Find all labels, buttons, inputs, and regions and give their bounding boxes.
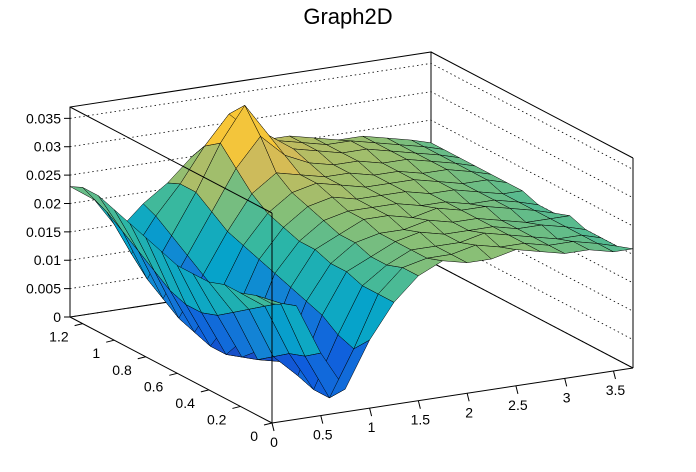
y-tick-label: 0 [250,428,258,444]
y-tick-mark [200,389,209,393]
z-tick-label: 0 [53,309,61,325]
left-bottom-edge [69,316,273,424]
front-bottom-edge [271,367,634,424]
x-tick-mark [564,378,568,387]
z-gridline [69,62,634,170]
x-tick-mark [320,415,324,424]
z-tick-label: 0.015 [26,224,61,240]
y-tick-mark [137,356,146,360]
right-bottom-edge [430,261,634,369]
front-top-left-edge [69,106,273,214]
right-top-edge [430,51,634,159]
x-tick-mark [369,408,373,417]
x-tick-label: 3.5 [606,382,626,398]
x-tick-mark [271,422,275,432]
z-gridline [69,91,634,199]
y-tick-mark [263,422,273,426]
surface-patch [597,243,634,253]
y-tick-mark [232,405,241,409]
y-tick-mark [169,372,178,376]
z-tick-label: 0.02 [34,195,61,211]
x-tick-mark [613,370,616,380]
y-tick-label: 0.8 [112,362,132,378]
z-gridline [69,119,634,227]
x-tick-label: 0.5 [313,427,333,443]
y-tick-label: 0.4 [175,395,195,411]
y-tick-mark [106,339,115,343]
chart-title: Graph2D [303,4,393,29]
x-tick-mark [417,400,421,409]
x-tick-label: 2.5 [508,397,528,413]
y-tick-label: 0.6 [144,378,164,394]
z-tick-label: 0.005 [26,281,61,297]
y-tick-label: 0.2 [207,411,227,427]
x-tick-mark [466,393,470,402]
z-tick-label: 0.025 [26,167,61,183]
x-tick-mark [515,385,519,394]
y-tick-mark [74,323,83,327]
z-tick-label: 0.01 [34,252,61,268]
x-tick-label: 1 [368,419,376,435]
y-tick-label: 1.2 [49,329,69,345]
z-tick-label: 0.03 [34,139,61,155]
x-tick-label: 0 [270,434,278,450]
x-tick-label: 1.5 [411,412,431,428]
x-tick-label: 2 [465,404,473,420]
z-tick-label: 0.035 [26,110,61,126]
x-tick-label: 3 [563,389,571,405]
y-tick-label: 1 [92,345,100,361]
